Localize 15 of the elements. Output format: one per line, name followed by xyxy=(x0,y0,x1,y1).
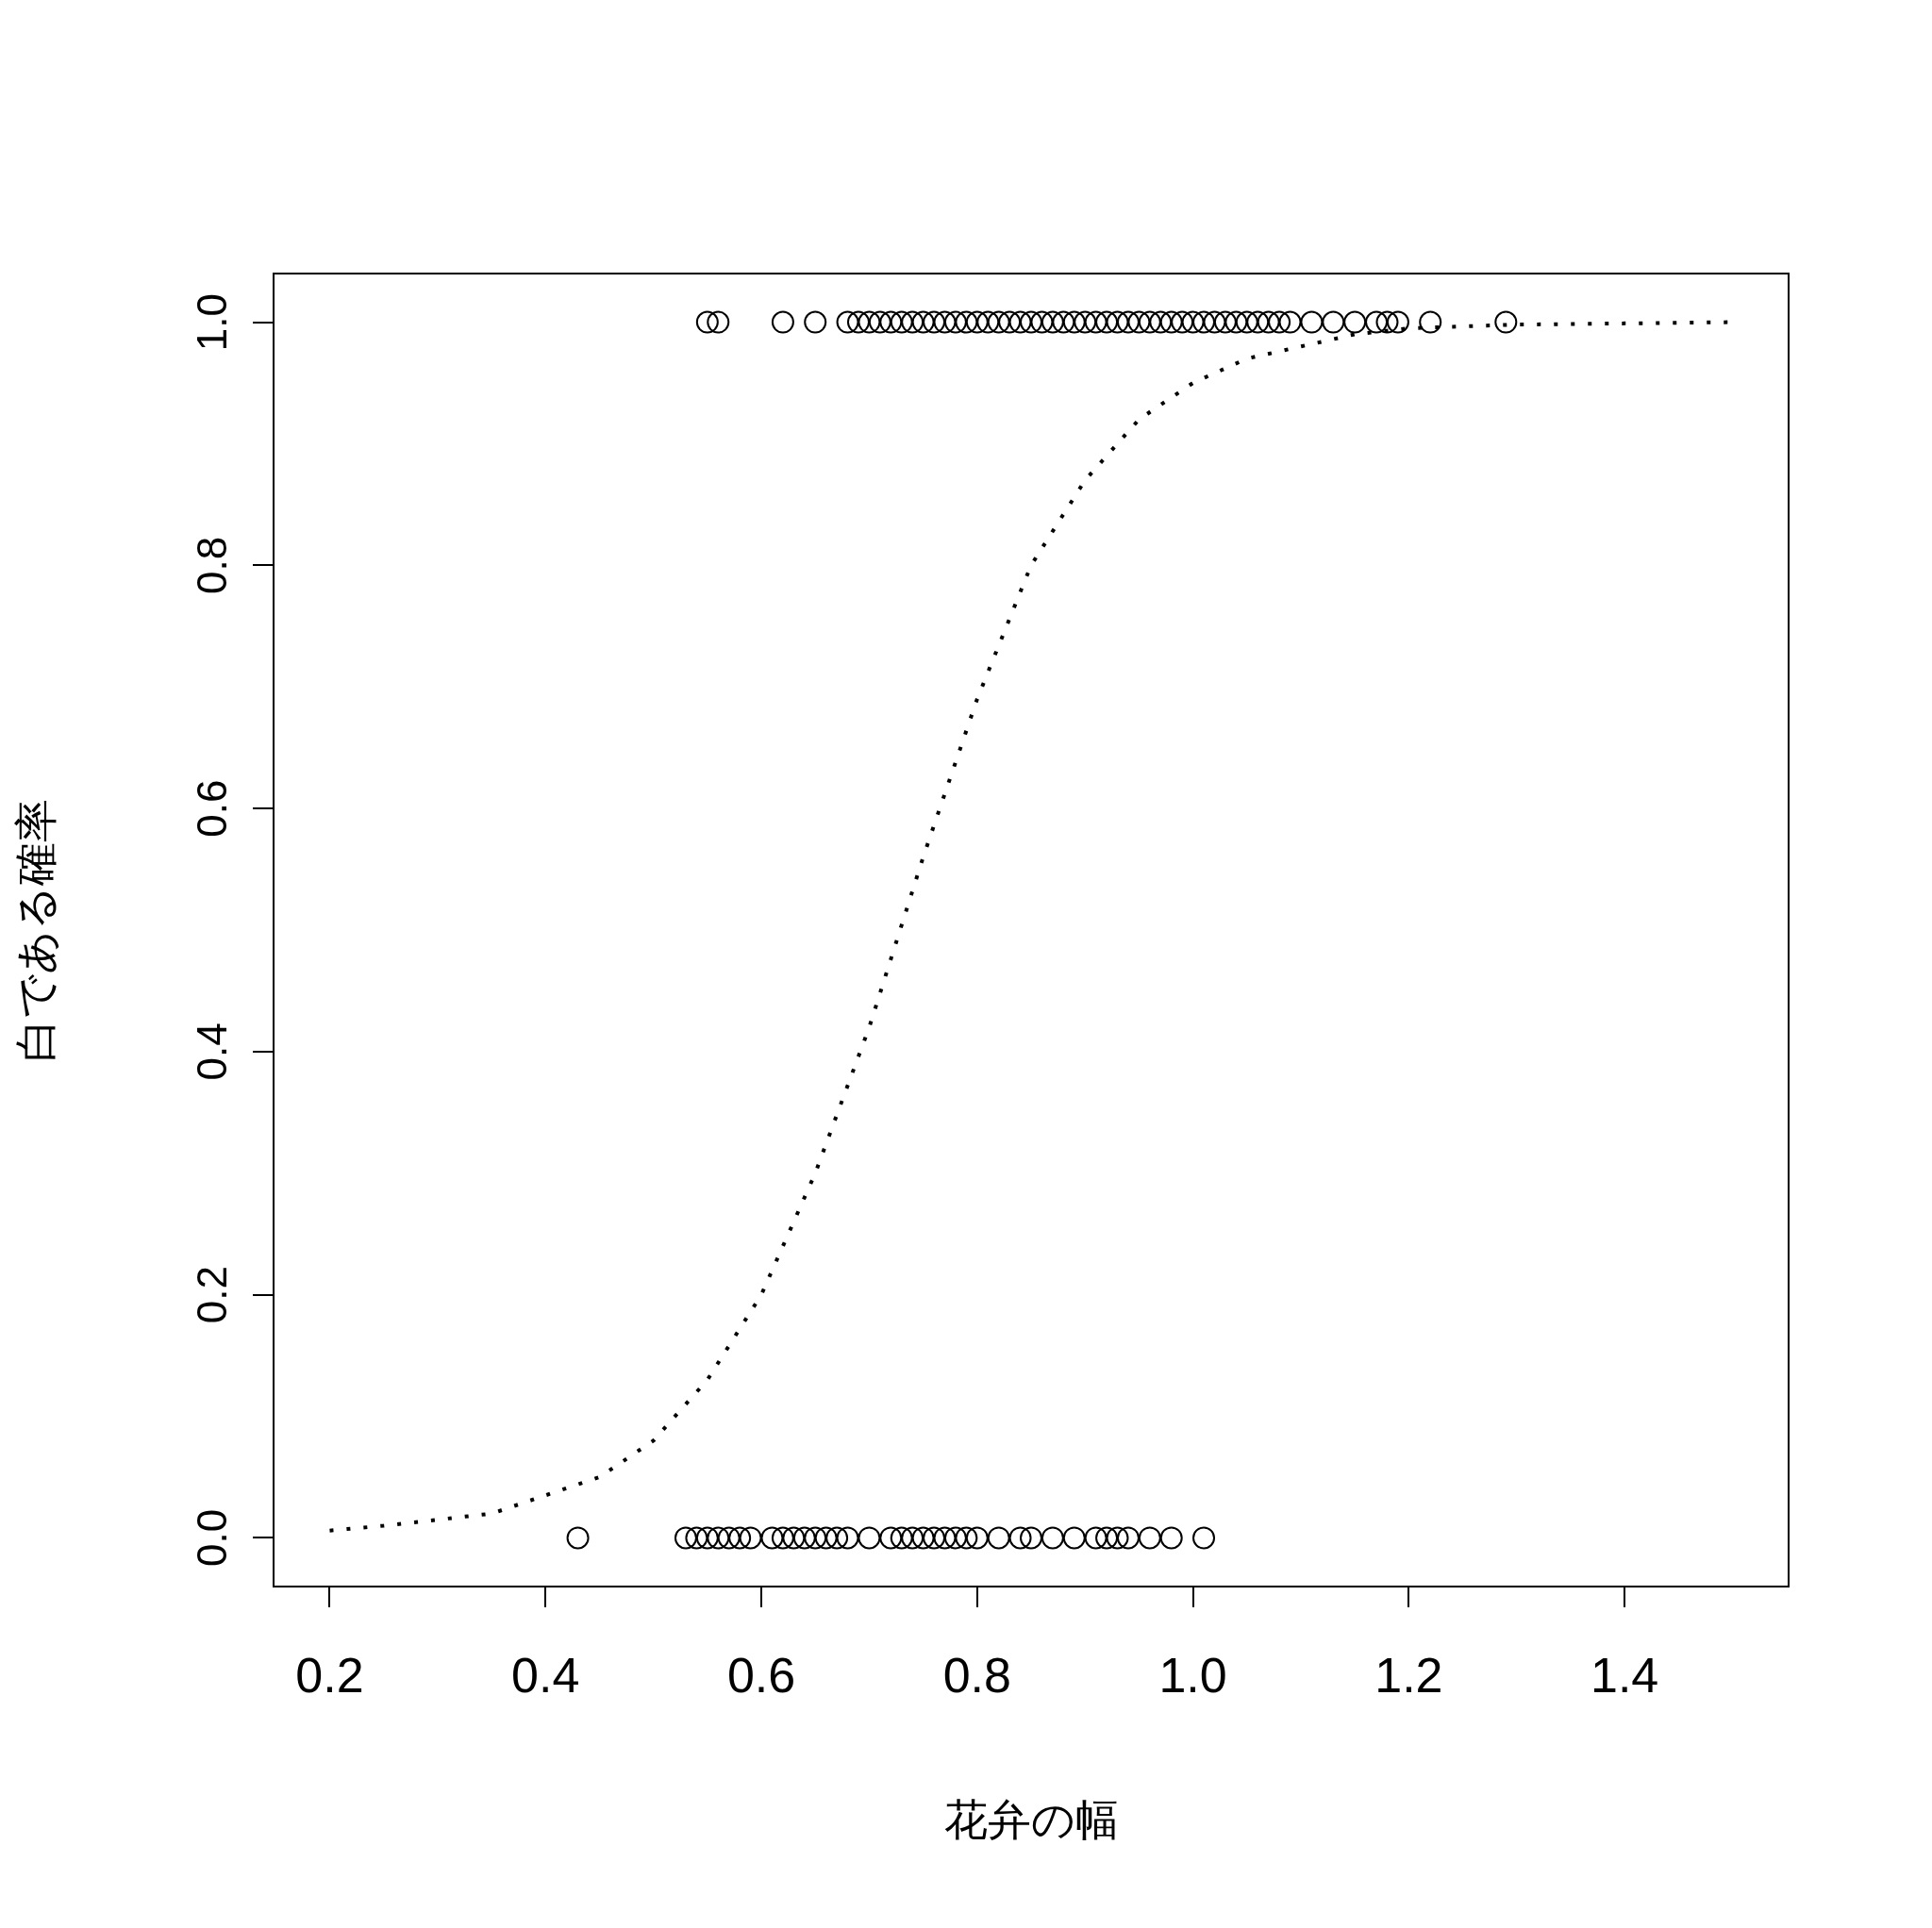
x-tick-label: 0.4 xyxy=(511,1647,580,1703)
y-tick-label: 0.4 xyxy=(189,1022,236,1081)
x-tick-label: 0.6 xyxy=(726,1647,796,1703)
y-tick-label: 0.8 xyxy=(189,536,236,594)
x-axis-title: 花弁の幅 xyxy=(943,1795,1119,1845)
x-tick-label: 0.8 xyxy=(942,1647,1011,1703)
x-tick-label: 0.2 xyxy=(295,1647,364,1703)
y-axis-title: 白である確率 xyxy=(11,798,61,1062)
y-tick-label: 0.2 xyxy=(189,1266,236,1324)
x-tick-label: 1.4 xyxy=(1590,1647,1659,1703)
x-tick-label: 1.0 xyxy=(1158,1647,1227,1703)
y-tick-label: 1.0 xyxy=(189,292,236,352)
x-tick-label: 1.2 xyxy=(1374,1647,1443,1703)
y-tick-label: 0.6 xyxy=(189,779,236,838)
y-tick-label: 0.0 xyxy=(189,1508,236,1568)
